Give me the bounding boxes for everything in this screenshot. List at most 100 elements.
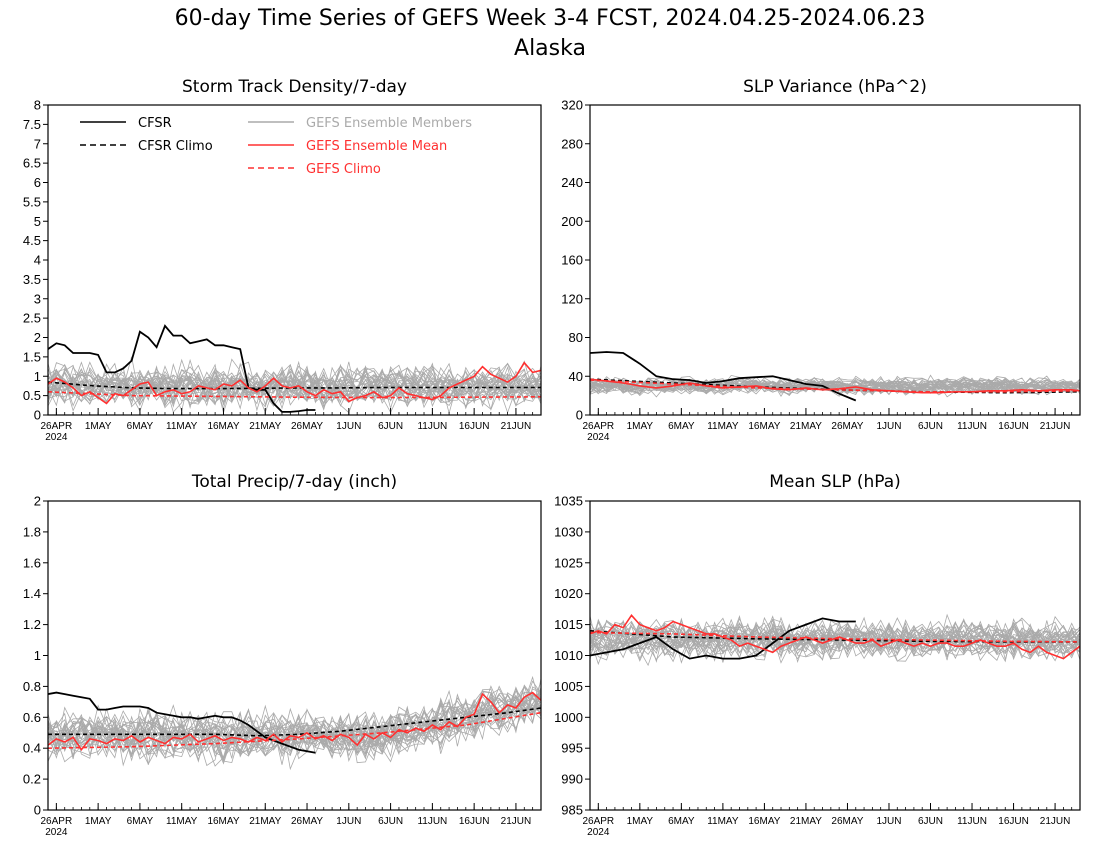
- y-tick-label: 1025: [554, 555, 583, 570]
- y-tick-label: 4: [34, 253, 41, 268]
- y-tick-label: 7.5: [23, 117, 41, 132]
- x-tick-label: 16JUN: [459, 421, 490, 432]
- ensemble-member-line: [48, 368, 541, 410]
- x-tick-label: 26APR: [41, 421, 73, 432]
- x-tick-label: 16MAY: [207, 421, 239, 432]
- y-tick-label: 1035: [554, 494, 583, 509]
- y-tick-label: 280: [561, 136, 583, 151]
- x-tick-label: 16JUN: [998, 816, 1029, 827]
- y-tick-label: 995: [561, 741, 583, 756]
- y-tick-label: 1000: [554, 710, 583, 725]
- x-tick-label: 11MAY: [707, 816, 739, 827]
- x-tick-label: 26APR: [582, 816, 614, 827]
- y-tick-label: 1.6: [23, 555, 41, 570]
- x-year-label: 2024: [587, 827, 610, 838]
- x-tick-label: 21JUN: [501, 421, 532, 432]
- y-tick-label: 4.5: [23, 233, 41, 248]
- legend-label: GEFS Climo: [306, 162, 381, 177]
- plot-frame: [589, 104, 1081, 416]
- series-cfsr: [590, 351, 857, 402]
- y-tick-label: 0: [34, 803, 41, 818]
- x-tick-label: 6MAY: [127, 816, 154, 827]
- plot-area: [48, 675, 541, 771]
- x-tick-label: 26MAY: [291, 816, 323, 827]
- panel-title: SLP Variance (hPa^2): [743, 77, 927, 97]
- x-tick-label: 26MAY: [831, 421, 863, 432]
- y-tick-label: 0: [34, 408, 41, 423]
- ensemble-member-line: [590, 622, 1080, 660]
- ensemble-member-line: [590, 617, 1080, 660]
- y-tick-label: 1030: [554, 524, 583, 539]
- panel-title: Total Precip/7-day (inch): [191, 472, 397, 492]
- series-cfsr: [48, 691, 316, 754]
- y-tick-label: 1010: [554, 648, 583, 663]
- ensemble-member-line: [590, 619, 1080, 659]
- plot-area: [48, 324, 541, 415]
- plot-frame: [47, 500, 542, 811]
- x-tick-label: 11JUN: [417, 421, 447, 432]
- x-year-label: 2024: [45, 432, 68, 443]
- series-gefs-climo: [590, 379, 1080, 393]
- x-tick-label: 1MAY: [627, 421, 654, 432]
- y-tick-label: 0.4: [23, 741, 41, 756]
- y-tick-label: 1: [34, 369, 41, 384]
- y-tick-label: 8: [34, 98, 41, 113]
- x-tick-label: 16MAY: [207, 816, 239, 827]
- chart-panel-1: Storm Track Density/7-day 0 0.5 1 1.5 2 2.5 3 3.…: [23, 77, 542, 443]
- legend-label: CFSR Climo: [138, 139, 213, 154]
- ensemble-member-line: [590, 617, 1080, 662]
- chart-panels: Storm Track Density/7-day 0 0.5 1 1.5 2 2.5 3 3.…: [23, 77, 1081, 838]
- y-tick-label: 2.5: [23, 311, 41, 326]
- x-tick-label: 6JUN: [378, 816, 403, 827]
- x-tick-label: 21MAY: [249, 816, 281, 827]
- x-tick-label: 11JUN: [957, 816, 987, 827]
- y-tick-label: 160: [561, 253, 583, 268]
- series-gefs-ensemble-mean: [48, 361, 541, 405]
- x-tick-label: 6MAY: [668, 816, 695, 827]
- chart-panel-3: Total Precip/7-day (inch)00.20.40.60.811…: [23, 472, 542, 838]
- panel-title: Storm Track Density/7-day: [182, 77, 407, 97]
- y-tick-label: 985: [561, 803, 583, 818]
- series-cfsr: [590, 617, 856, 660]
- y-tick-label: 1.8: [23, 524, 41, 539]
- x-tick-label: 16JUN: [998, 421, 1029, 432]
- y-tick-label: 990: [561, 772, 583, 787]
- y-tick-label: 5.5: [23, 194, 41, 209]
- ensemble-member-line: [48, 366, 541, 411]
- y-tick-label: 1015: [554, 617, 583, 632]
- ensemble-member-line: [48, 363, 541, 413]
- ensemble-member-line: [590, 618, 1080, 662]
- y-tick-label: 320: [561, 98, 583, 113]
- figure-title: 60-day Time Series of GEFS Week 3-4 FCST…: [175, 6, 926, 31]
- x-tick-label: 21JUN: [1040, 421, 1071, 432]
- y-tick-label: 0.6: [23, 710, 41, 725]
- y-tick-label: 1005: [554, 679, 583, 694]
- y-tick-label: 80: [569, 330, 583, 345]
- x-tick-label: 16MAY: [748, 421, 780, 432]
- series-cfsr: [48, 324, 316, 413]
- y-tick-label: 5: [34, 214, 41, 229]
- x-tick-label: 26APR: [41, 816, 73, 827]
- legend-label: GEFS Ensemble Mean: [306, 139, 447, 154]
- x-tick-label: 11JUN: [957, 421, 987, 432]
- y-tick-label: 0.5: [23, 388, 41, 403]
- panel-title: Mean SLP (hPa): [769, 472, 901, 492]
- x-tick-label: 11MAY: [166, 816, 198, 827]
- x-tick-label: 1JUN: [876, 421, 901, 432]
- x-tick-label: 1MAY: [627, 816, 654, 827]
- x-tick-label: 21JUN: [501, 816, 532, 827]
- y-tick-label: 7: [34, 136, 41, 151]
- y-tick-label: 0.2: [23, 772, 41, 787]
- ensemble-member-line: [48, 363, 541, 413]
- ensemble-member-line: [48, 698, 541, 765]
- x-tick-label: 26APR: [582, 421, 614, 432]
- x-tick-label: 1JUN: [336, 421, 361, 432]
- y-tick-label: 1.4: [23, 586, 41, 601]
- y-tick-label: 3: [34, 291, 41, 306]
- x-tick-label: 21MAY: [790, 816, 822, 827]
- x-tick-label: 11JUN: [417, 816, 447, 827]
- x-tick-label: 6MAY: [668, 421, 695, 432]
- y-tick-label: 1.2: [23, 617, 41, 632]
- y-tick-label: 1020: [554, 586, 583, 601]
- series-gefs-climo: [590, 631, 1080, 643]
